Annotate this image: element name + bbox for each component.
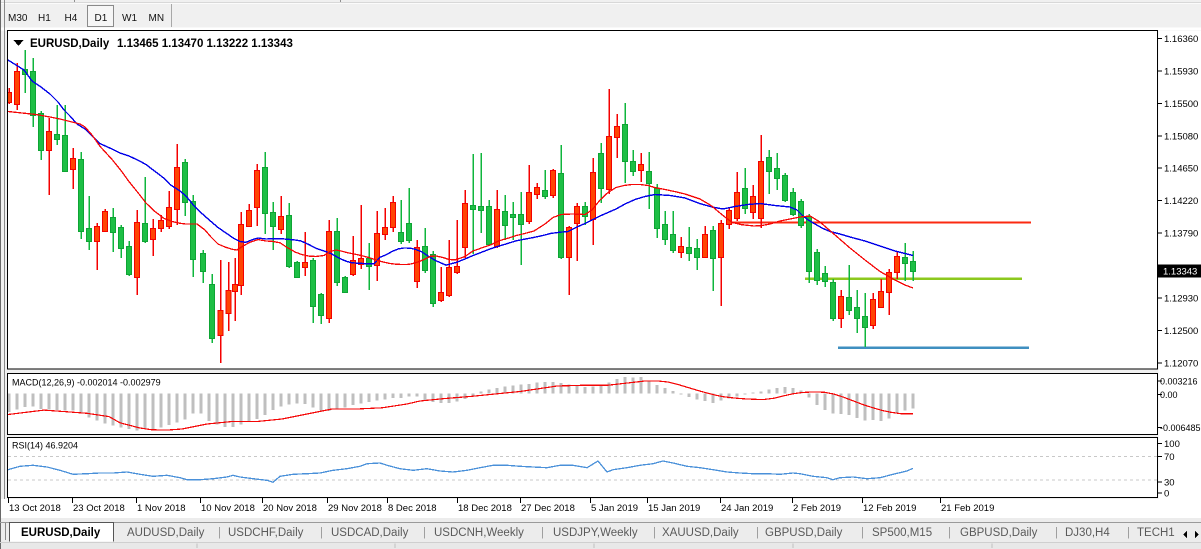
svg-text:30: 30: [1164, 477, 1175, 488]
svg-text:1.14650: 1.14650: [1164, 164, 1198, 175]
svg-text:EURUSD,Daily: EURUSD,Daily: [30, 38, 110, 50]
svg-text:|: |: [653, 527, 656, 539]
svg-text:1.16360: 1.16360: [1164, 34, 1198, 45]
svg-text:0: 0: [1164, 488, 1169, 499]
svg-text:AUDUSD,Daily: AUDUSD,Daily: [127, 527, 205, 539]
svg-text:24 Jan 2019: 24 Jan 2019: [721, 503, 773, 514]
svg-text:DJ30,H4: DJ30,H4: [1065, 527, 1110, 539]
svg-text:27 Dec 2018: 27 Dec 2018: [521, 503, 575, 514]
svg-text:1.13790: 1.13790: [1164, 229, 1198, 240]
svg-text:|: |: [218, 527, 221, 539]
svg-text:5 Jan 2019: 5 Jan 2019: [591, 503, 638, 514]
svg-text:1.15930: 1.15930: [1164, 67, 1198, 78]
svg-text:0.003216: 0.003216: [1160, 377, 1198, 387]
svg-text:|: |: [320, 527, 323, 539]
svg-text:15 Jan 2019: 15 Jan 2019: [648, 503, 700, 514]
svg-text:23 Oct 2018: 23 Oct 2018: [73, 503, 125, 514]
svg-text:2 Feb 2019: 2 Feb 2019: [793, 503, 841, 514]
svg-text:29 Nov 2018: 29 Nov 2018: [328, 503, 382, 514]
svg-text:0.00: 0.00: [1160, 390, 1178, 400]
svg-text:USDCAD,Daily: USDCAD,Daily: [331, 527, 409, 539]
svg-text:100: 100: [1164, 439, 1180, 450]
svg-text:18 Dec 2018: 18 Dec 2018: [458, 503, 512, 514]
svg-text:W1: W1: [122, 13, 137, 24]
svg-text:12 Feb 2019: 12 Feb 2019: [863, 503, 916, 514]
svg-text:TECH1: TECH1: [1137, 527, 1175, 539]
svg-text:XAUUSD,Daily: XAUUSD,Daily: [662, 527, 739, 539]
svg-text:USDJPY,Weekly: USDJPY,Weekly: [553, 527, 638, 539]
svg-text:1.13465 1.13470 1.13222 1.1334: 1.13465 1.13470 1.13222 1.13343: [117, 38, 293, 50]
svg-text:|: |: [1127, 527, 1130, 539]
svg-text:-0.006485: -0.006485: [1160, 423, 1201, 433]
svg-text:1 Nov 2018: 1 Nov 2018: [137, 503, 186, 514]
svg-text:D1: D1: [95, 13, 108, 24]
svg-text:21 Feb 2019: 21 Feb 2019: [941, 503, 994, 514]
svg-text:MN: MN: [149, 13, 165, 24]
svg-text:13 Oct 2018: 13 Oct 2018: [9, 503, 61, 514]
svg-text:H1: H1: [38, 13, 51, 24]
svg-text:|: |: [756, 527, 759, 539]
svg-text:|: |: [541, 527, 544, 539]
svg-text:1.12500: 1.12500: [1164, 326, 1198, 337]
svg-text:1.15080: 1.15080: [1164, 131, 1198, 142]
svg-text:|: |: [861, 527, 864, 539]
svg-text:EURUSD,Daily: EURUSD,Daily: [21, 527, 101, 539]
svg-text:1.13343: 1.13343: [1163, 267, 1197, 278]
svg-text:70: 70: [1164, 452, 1175, 463]
svg-text:GBPUSD,Daily: GBPUSD,Daily: [765, 527, 843, 539]
svg-text:|: |: [948, 527, 951, 539]
svg-text:1.12930: 1.12930: [1164, 293, 1198, 304]
svg-text:USDCNH,Weekly: USDCNH,Weekly: [434, 527, 524, 539]
svg-text:20 Nov 2018: 20 Nov 2018: [263, 503, 317, 514]
svg-text:|: |: [1055, 527, 1058, 539]
svg-text:MACD(12,26,9) -0.002014 -0.002: MACD(12,26,9) -0.002014 -0.002979: [12, 378, 161, 388]
svg-text:8 Dec 2018: 8 Dec 2018: [388, 503, 437, 514]
svg-text:|: |: [423, 527, 426, 539]
svg-text:SP500,M15: SP500,M15: [872, 527, 932, 539]
svg-text:1.15500: 1.15500: [1164, 99, 1198, 110]
svg-text:USDCHF,Daily: USDCHF,Daily: [228, 527, 304, 539]
svg-text:H4: H4: [65, 13, 78, 24]
svg-text:M30: M30: [8, 13, 28, 24]
svg-text:1.14220: 1.14220: [1164, 196, 1198, 207]
svg-text:RSI(14) 46.9204: RSI(14) 46.9204: [12, 441, 78, 451]
svg-text:10 Nov 2018: 10 Nov 2018: [201, 503, 255, 514]
svg-text:GBPUSD,Daily: GBPUSD,Daily: [960, 527, 1038, 539]
svg-text:1.12070: 1.12070: [1164, 359, 1198, 370]
